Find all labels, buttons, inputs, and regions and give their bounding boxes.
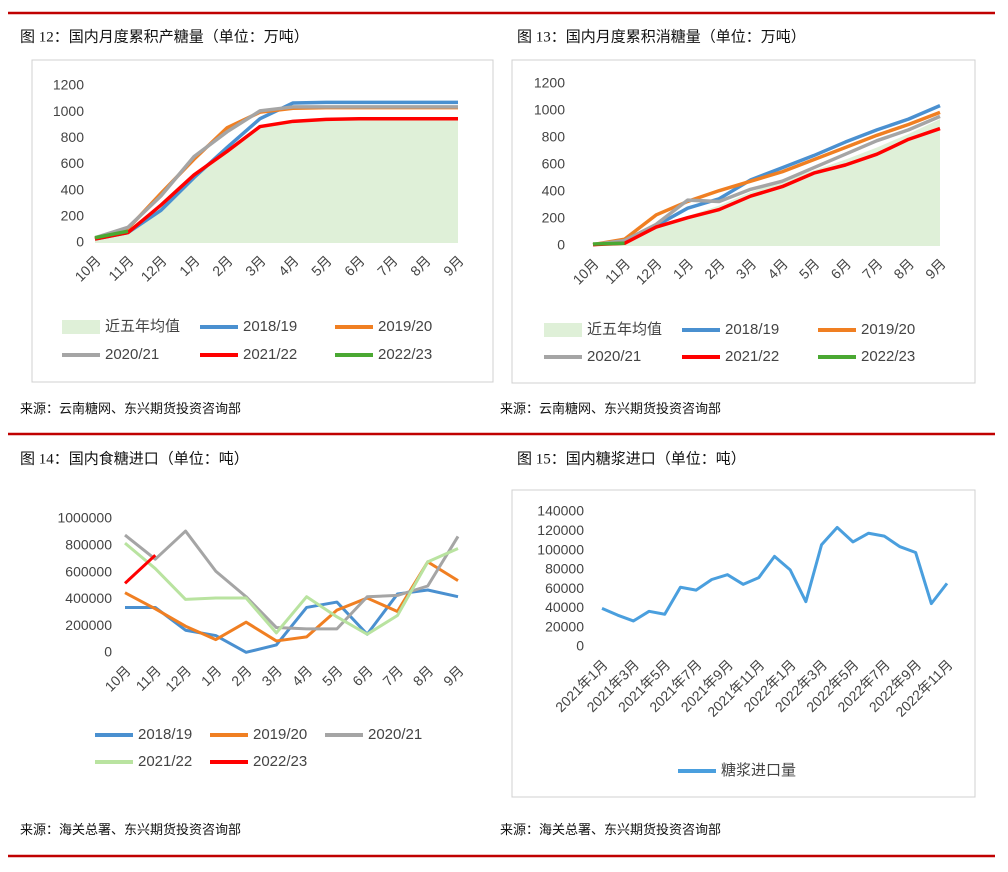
y-tick-label: 200000 [65, 617, 112, 633]
y-tick-label: 40000 [545, 599, 584, 615]
line [124, 560, 459, 643]
line [123, 554, 157, 585]
legend-label: 2019/20 [378, 318, 432, 335]
y-tick-label: 400000 [65, 590, 112, 606]
legend-label: 2022/23 [253, 753, 307, 770]
line [94, 229, 129, 240]
y-tick-label: 100000 [537, 541, 584, 557]
legend-swatch [62, 320, 100, 334]
legend-label: 2018/19 [725, 321, 779, 338]
y-tick-label: 600 [542, 156, 566, 172]
y-tick-label: 1200 [534, 75, 565, 91]
legend-label: 2022/23 [378, 346, 432, 363]
y-tick-label: 800 [542, 129, 566, 145]
y-tick-label: 0 [104, 644, 112, 660]
legend-label: 2022/23 [861, 348, 915, 365]
chart-title: 图 12：国内月度累积产糖量（单位：万吨） [20, 28, 309, 45]
y-tick-label: 120000 [537, 522, 584, 538]
source: 来源：云南糖网、东兴期货投资咨询部 [500, 401, 721, 416]
legend-label: 糖浆进口量 [721, 761, 796, 779]
chart-frame [511, 59, 976, 384]
chart-frame [511, 489, 976, 798]
source: 来源：海关总署、东兴期货投资咨询部 [500, 822, 721, 837]
y-tick-label: 200 [542, 210, 566, 226]
y-tick-label: 400 [61, 181, 85, 197]
line [94, 105, 458, 240]
chart-title: 图 15：国内糖浆进口（单位：吨） [517, 449, 746, 467]
y-tick-label: 60000 [545, 580, 584, 596]
y-tick-label: 0 [76, 234, 84, 250]
y-tick-label: 1200 [53, 77, 84, 93]
chart-frame [31, 59, 494, 383]
source: 来源：云南糖网、东兴期货投资咨询部 [20, 401, 241, 416]
legend-label: 2018/19 [138, 726, 192, 743]
legend-swatch [544, 323, 582, 337]
line [124, 529, 460, 631]
legend-label: 2020/21 [105, 346, 159, 363]
line [124, 541, 459, 636]
area [593, 119, 940, 246]
y-tick-label: 600 [61, 155, 85, 171]
source: 来源：海关总署、东兴期货投资咨询部 [20, 822, 241, 837]
y-tick-label: 200 [61, 208, 85, 224]
legend-label: 2020/21 [368, 726, 422, 743]
y-tick-label: 20000 [545, 618, 584, 634]
legend-label: 2019/20 [253, 726, 307, 743]
y-tick-label: 600000 [65, 563, 112, 579]
line [592, 114, 941, 247]
y-tick-label: 1000000 [57, 510, 112, 526]
y-tick-label: 1000 [53, 103, 84, 119]
y-tick-label: 800000 [65, 537, 112, 553]
legend-label: 2021/22 [243, 346, 297, 363]
y-tick-label: 800 [61, 129, 85, 145]
legend-label: 近五年均值 [105, 318, 180, 335]
chart-title: 图 14：国内食糖进口（单位：吨） [20, 450, 249, 467]
legend-label: 2021/22 [138, 753, 192, 770]
y-tick-label: 400 [542, 183, 566, 199]
y-tick-label: 1000 [534, 102, 565, 118]
y-tick-label: 140000 [537, 503, 584, 519]
area [95, 118, 458, 243]
line [94, 116, 458, 241]
y-tick-label: 0 [557, 237, 565, 253]
legend-label: 2021/22 [725, 348, 779, 365]
legend-label: 2019/20 [861, 321, 915, 338]
y-tick-label: 80000 [545, 561, 584, 577]
legend-label: 2020/21 [587, 348, 641, 365]
line [592, 126, 941, 247]
chart-title: 图 13：国内月度累积消糖量（单位：万吨） [517, 28, 806, 45]
line [592, 110, 941, 247]
legend-label: 近五年均值 [587, 321, 662, 338]
line [601, 525, 949, 623]
line [592, 241, 625, 246]
y-tick-label: 0 [576, 638, 584, 654]
legend-label: 2018/19 [243, 318, 297, 335]
